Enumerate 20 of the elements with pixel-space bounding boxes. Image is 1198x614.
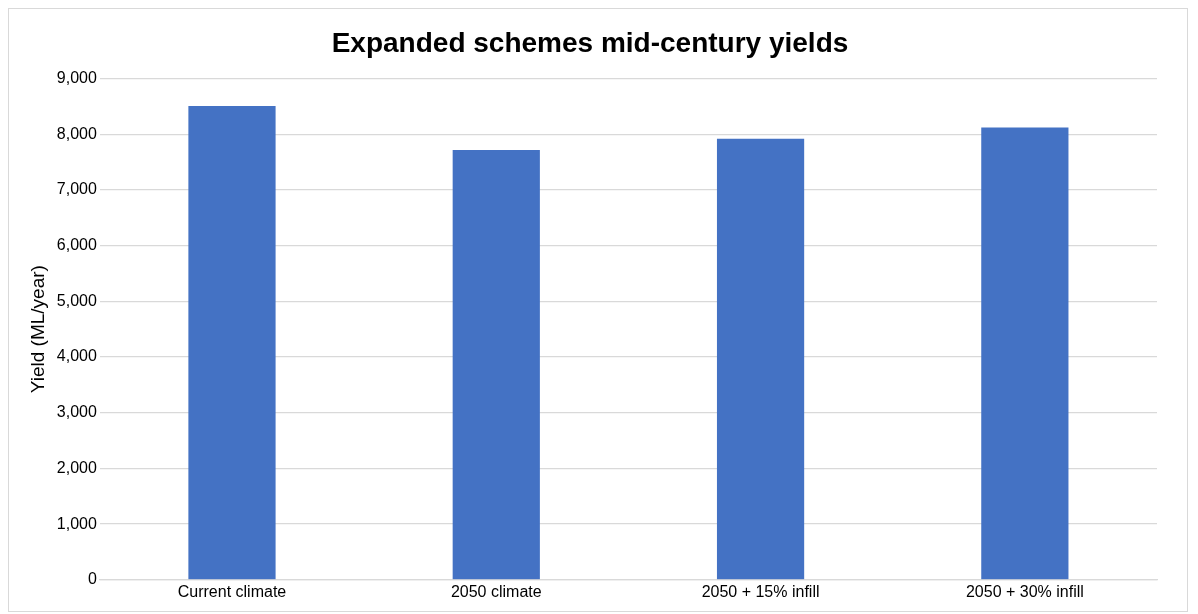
x-tick-label: 2050 + 15% infill — [701, 582, 820, 600]
y-tick-label: 3,000 — [56, 403, 97, 421]
y-tick-label: 6,000 — [56, 236, 97, 254]
bar — [716, 138, 805, 580]
y-tick-label: 1,000 — [56, 514, 97, 532]
bar — [188, 105, 276, 580]
y-tick-label: 7,000 — [56, 180, 97, 198]
y-tick-label: 4,000 — [56, 347, 97, 365]
y-tick-label: 5,000 — [56, 291, 97, 309]
y-tick-label: 2,000 — [56, 458, 97, 476]
x-tick-label: 2050 + 30% infill — [965, 582, 1084, 600]
x-tick-label: Current climate — [177, 582, 287, 600]
y-axis-title: Yield (ML/year) — [26, 265, 48, 394]
bar — [452, 149, 540, 580]
y-tick-label: 0 — [87, 570, 97, 588]
bar — [981, 127, 1069, 580]
x-tick-label: 2050 climate — [450, 582, 542, 600]
chart-title: Expanded schemes mid-century yields — [331, 26, 849, 58]
y-tick-label: 9,000 — [56, 69, 97, 87]
y-tick-label: 8,000 — [56, 124, 97, 142]
